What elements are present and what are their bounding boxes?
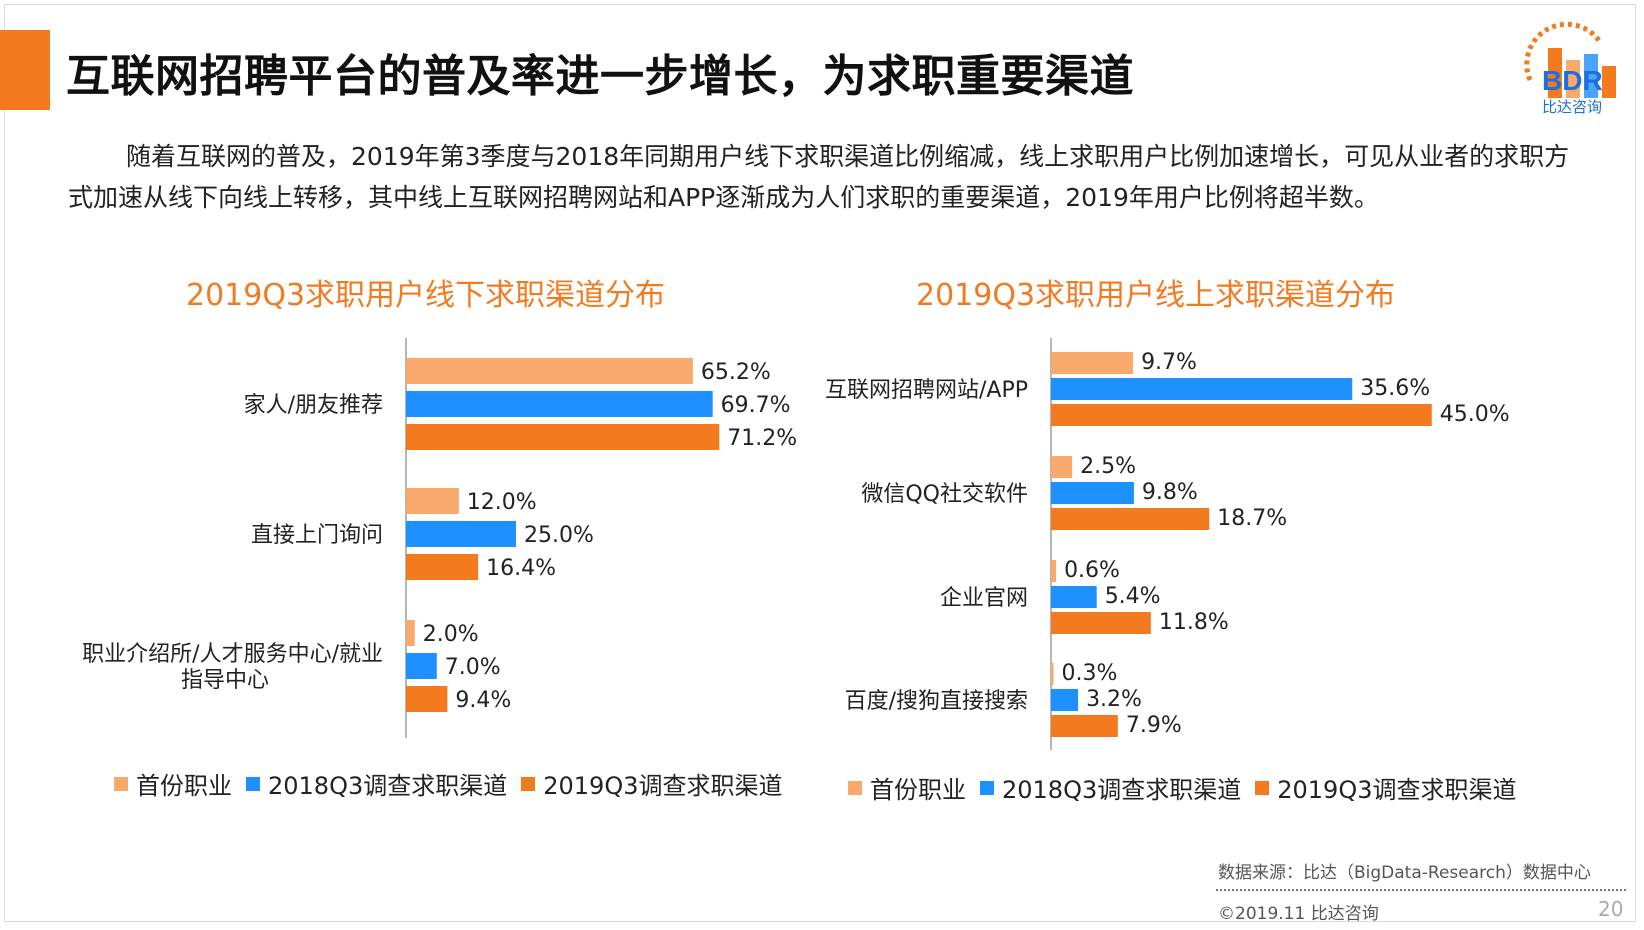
legend-item-first-job: 首份职业	[114, 766, 232, 801]
copyright: ©2019.11 比达咨询	[1218, 904, 1379, 924]
data-label-2018: 3.2%	[1086, 687, 1142, 712]
legend-label-2018: 2018Q3调查求职渠道	[268, 772, 508, 800]
bar-2018	[1051, 378, 1353, 400]
category-label: 百度/搜狗直接搜索	[845, 689, 1028, 714]
logo-bar-3	[1584, 54, 1598, 98]
bdr-logo: BDR 比达咨询	[1512, 20, 1632, 120]
data-label-first-job: 2.0%	[423, 622, 479, 647]
legend-item-2018: 2018Q3调查求职渠道	[980, 770, 1241, 805]
page-number: 20	[1598, 897, 1624, 921]
intro-paragraph: 随着互联网的普及，2019年第3季度与2018年同期用户线下求职渠道比例缩减，线…	[68, 142, 1570, 212]
logo-bar-4	[1602, 66, 1616, 98]
data-label-2018: 9.8%	[1142, 480, 1198, 505]
bar-first-job	[406, 488, 459, 514]
bar-2018	[406, 391, 713, 417]
legend-online: 首份职业 2018Q3调查求职渠道 2019Q3调查求职渠道	[848, 770, 1531, 805]
legend-swatch-2018	[980, 780, 994, 795]
bar-2019	[1051, 715, 1118, 737]
data-label-2019: 7.9%	[1126, 713, 1182, 738]
legend-label-2019: 2019Q3调查求职渠道	[543, 772, 783, 800]
bar-2018	[1051, 689, 1079, 711]
logo-bar-1	[1548, 48, 1562, 98]
logo-text: BDR	[1542, 65, 1603, 96]
page-title: 互联网招聘平台的普及率进一步增长，为求职重要渠道	[66, 51, 1134, 102]
data-label-2019: 11.8%	[1159, 610, 1229, 635]
data-label-first-job: 9.7%	[1141, 350, 1197, 375]
legend-label-first-job: 首份职业	[870, 776, 966, 804]
data-label-2019: 71.2%	[727, 426, 797, 451]
data-label-first-job: 0.3%	[1062, 661, 1118, 686]
data-label-2019: 18.7%	[1217, 506, 1287, 531]
data-label-2019: 9.4%	[455, 688, 511, 713]
data-label-2018: 25.0%	[524, 523, 594, 548]
logo-subtitle: 比达咨询	[1542, 98, 1602, 116]
bar-2019	[1051, 404, 1432, 426]
category-label: 直接上门询问	[251, 523, 383, 548]
data-label-2019: 16.4%	[486, 556, 556, 581]
legend-swatch-first-job	[848, 780, 862, 795]
data-label-2018: 35.6%	[1360, 376, 1430, 401]
bar-first-job	[1051, 663, 1054, 685]
legend-label-first-job: 首份职业	[136, 772, 232, 800]
legend-item-2019: 2019Q3调查求职渠道	[1255, 770, 1517, 805]
bar-2019	[406, 554, 479, 580]
legend-label-2018: 2018Q3调查求职渠道	[1002, 776, 1242, 804]
chart-title-offline: 2019Q3求职用户线下求职渠道分布	[186, 278, 666, 313]
legend-item-2019: 2019Q3调查求职渠道	[521, 766, 783, 801]
logo-arc	[1524, 21, 1603, 81]
data-label-2018: 69.7%	[721, 393, 791, 418]
category-label: 指导中心	[181, 668, 269, 693]
footer-divider	[1216, 889, 1626, 891]
bar-first-job	[406, 620, 415, 646]
data-source: 数据来源：比达（BigData-Research）数据中心	[1218, 863, 1591, 883]
category-label: 互联网招聘网站/APP	[825, 378, 1028, 403]
category-label: 职业介绍所/人才服务中心/就业	[82, 642, 383, 667]
bar-2019	[406, 686, 448, 712]
logo-graphic: BDR 比达咨询	[1524, 21, 1616, 116]
category-label: 企业官网	[940, 586, 1028, 611]
bar-2019	[1051, 508, 1210, 530]
offline-channel-chart: 家人/朋友推荐 65.2% 69.7% 71.2% 直接上门询问 12.0% 25.0% 16…	[82, 338, 797, 738]
title-accent-bar	[0, 30, 50, 110]
bar-2018	[1051, 482, 1134, 504]
legend-swatch-2018	[246, 776, 260, 791]
online-channel-chart: 互联网招聘网站/APP 9.7% 35.6% 45.0% 微信QQ社交软件 2.5%9.8…	[825, 338, 1510, 750]
legend-offline: 首份职业 2018Q3调查求职渠道 2019Q3调查求职渠道	[114, 766, 797, 801]
legend-label-2019: 2019Q3调查求职渠道	[1277, 776, 1517, 804]
data-label-first-job: 2.5%	[1080, 454, 1136, 479]
bar-2018	[406, 521, 516, 547]
data-label-2018: 5.4%	[1105, 584, 1161, 609]
bar-2019	[1051, 612, 1151, 634]
category-label: 家人/朋友推荐	[244, 393, 383, 418]
slide-frame	[4, 4, 1636, 922]
bar-first-job	[1051, 560, 1057, 582]
data-label-first-job: 12.0%	[467, 490, 537, 515]
data-label-first-job: 0.6%	[1064, 558, 1120, 583]
logo-bar-2	[1566, 60, 1580, 98]
legend-swatch-2019	[1255, 780, 1270, 795]
bar-first-job	[1051, 456, 1073, 478]
category-label: 微信QQ社交软件	[861, 482, 1028, 507]
bar-2018	[1051, 586, 1097, 608]
legend-item-first-job: 首份职业	[848, 770, 966, 805]
data-label-first-job: 65.2%	[701, 360, 771, 385]
bar-first-job	[406, 358, 693, 384]
chart-title-online: 2019Q3求职用户线上求职渠道分布	[916, 278, 1396, 313]
data-label-2019: 45.0%	[1440, 402, 1510, 427]
bar-2018	[406, 653, 437, 679]
legend-swatch-first-job	[114, 776, 128, 791]
data-label-2018: 7.0%	[445, 655, 501, 680]
bar-first-job	[1051, 352, 1134, 374]
bar-2019	[406, 424, 720, 450]
legend-swatch-2019	[521, 776, 536, 791]
legend-item-2018: 2018Q3调查求职渠道	[246, 766, 507, 801]
